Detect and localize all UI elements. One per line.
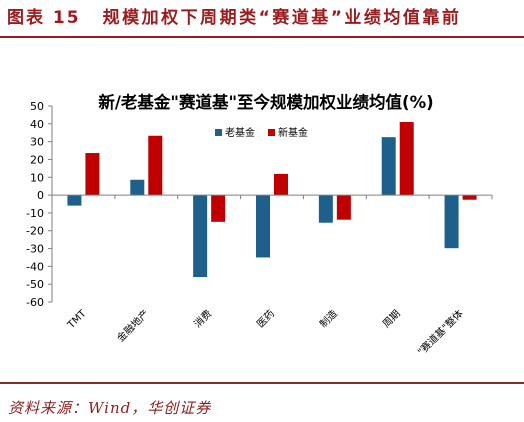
x-tick-label: 消费 [191, 307, 214, 330]
figure-title: 规模加权下周期类“赛道基”业绩均值靠前 [102, 8, 462, 28]
y-tick-label: -10 [26, 207, 44, 220]
bar-new-fund-4 [274, 173, 288, 196]
bars [67, 122, 477, 278]
y-axis: 50 40 30 20 10 0 -10 -20 -30 -40 -50 -60 [26, 100, 53, 309]
bar-new-fund-3 [211, 195, 226, 222]
bar-old-fund-5 [318, 195, 333, 223]
footer-rule [0, 382, 524, 384]
y-tick-label: -40 [26, 260, 44, 273]
bar-old-fund-4 [256, 195, 270, 258]
y-tick-label: -50 [26, 278, 44, 291]
figure-label: 图表 15 [7, 8, 81, 28]
legend: 老基金 新基金 [215, 126, 308, 139]
x-tick-label: "赛道基"整体 [415, 307, 466, 358]
bar-new-fund-1 [85, 153, 100, 196]
x-tick-label: 制造 [317, 307, 340, 330]
legend-label-new-fund: 新基金 [278, 126, 308, 139]
legend-swatch-new-fund [268, 129, 275, 136]
y-tick-label: -30 [26, 243, 44, 256]
chart-title: 新/老基金"赛道基"至今规模加权业绩均值(%) [98, 92, 433, 112]
x-tick-label: 医药 [254, 308, 277, 331]
x-tick-label: TMT [65, 308, 89, 332]
legend-swatch-old-fund [215, 129, 222, 136]
bar-old-fund-3 [193, 195, 208, 278]
x-tick-label: 金融地产 [114, 307, 151, 344]
header-rule [0, 36, 524, 38]
y-tick-label: 20 [30, 153, 44, 166]
bar-new-fund-7 [462, 195, 477, 200]
bar-old-fund-1 [67, 195, 82, 206]
x-axis [51, 194, 493, 200]
bar-old-fund-7 [444, 195, 459, 249]
x-axis-labels: TMT 金融地产 消费 医药 制造 周期 "赛道基"整体 [65, 307, 465, 358]
bar-old-fund-2 [130, 179, 145, 196]
y-tick-label: 30 [30, 136, 44, 149]
y-tick-label: 0 [37, 189, 44, 202]
y-tick-label: 40 [30, 118, 44, 131]
bar-new-fund-2 [148, 135, 163, 196]
figure-header: 图表 15 规模加权下周期类“赛道基”业绩均值靠前 [7, 5, 519, 31]
y-tick-label: 50 [30, 100, 44, 113]
y-tick-label: 10 [30, 171, 44, 184]
legend-label-old-fund: 老基金 [225, 126, 255, 139]
bar-new-fund-6 [399, 122, 414, 196]
x-tick-label: 周期 [380, 308, 403, 331]
bar-old-fund-6 [381, 137, 396, 196]
bar-new-fund-5 [336, 195, 351, 220]
source-note: 资料来源：Wind，华创证券 [8, 399, 212, 417]
y-tick-label: -60 [26, 296, 44, 309]
y-tick-label: -20 [26, 225, 44, 238]
